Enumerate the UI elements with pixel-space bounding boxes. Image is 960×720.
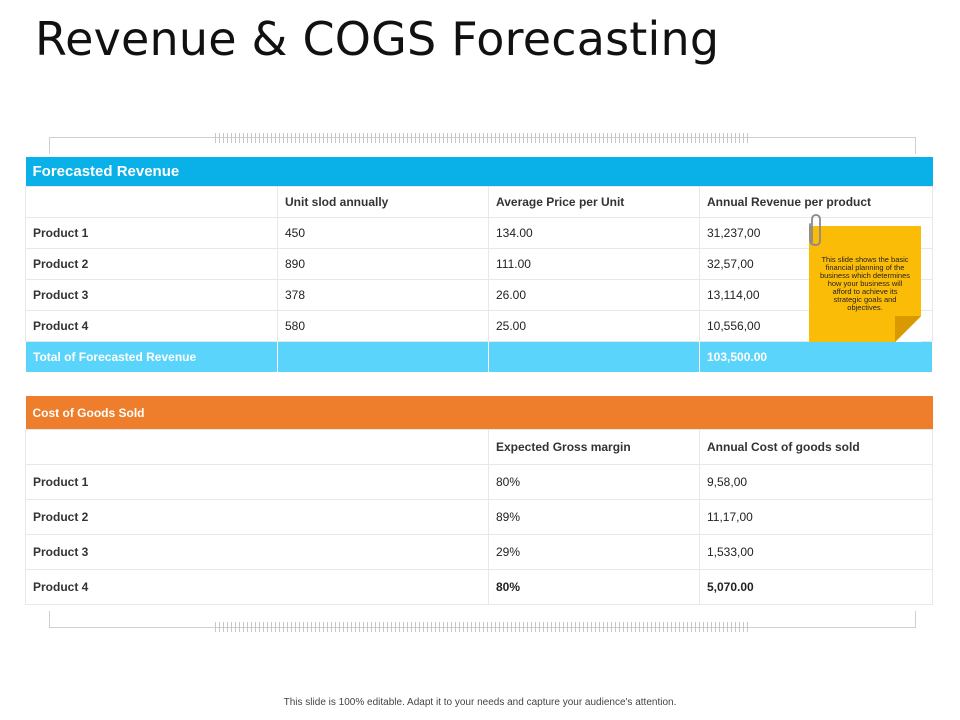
- frame-hatch-top: [215, 133, 750, 143]
- table-row: Product 4 580 25.00 10,556,00: [25, 310, 934, 342]
- table-row: Product 1 80% 9,58,00: [25, 464, 933, 500]
- cogs-column-headers: Expected Gross margin Annual Cost of goo…: [25, 429, 933, 465]
- decorative-frame-bottom: [49, 611, 916, 632]
- revenue-header: Forecasted Revenue: [25, 157, 933, 187]
- product-label: Product 1: [25, 217, 278, 249]
- cost-cell: 1,533,00: [699, 534, 933, 570]
- price-cell: 134.00: [488, 217, 700, 249]
- price-cell: 26.00: [488, 279, 700, 311]
- frame-hatch-bottom: [215, 622, 750, 632]
- footer-note: This slide is 100% editable. Adapt it to…: [283, 697, 677, 708]
- table-row: Product 3 29% 1,533,00: [25, 534, 933, 570]
- revenue-total-row: Total of Forecasted Revenue 103,500.00: [25, 341, 934, 373]
- cogs-header-row: Cost of Goods Sold: [25, 396, 933, 430]
- cogs-col-product: [25, 429, 489, 465]
- table-row: Product 4 80% 5,070.00: [25, 569, 933, 605]
- product-label: Product 2: [25, 248, 278, 280]
- product-label: Product 3: [25, 534, 489, 570]
- forecasted-revenue-table: Forecasted Revenue Unit slod annually Av…: [25, 157, 934, 373]
- cogs-col-annual-cost: Annual Cost of goods sold: [699, 429, 933, 465]
- cogs-col-margin: Expected Gross margin: [488, 429, 700, 465]
- product-label: Product 1: [25, 464, 489, 500]
- slide-title: Revenue & COGS Forecasting: [35, 12, 720, 66]
- revenue-total-label: Total of Forecasted Revenue: [25, 341, 278, 373]
- revenue-total-empty: [488, 341, 700, 373]
- table-row: Product 2 89% 11,17,00: [25, 499, 933, 535]
- units-cell: 450: [277, 217, 489, 249]
- paperclip-icon: [809, 214, 821, 246]
- sticky-note-text: This slide shows the basic financial pla…: [819, 255, 911, 312]
- units-cell: 378: [277, 279, 489, 311]
- decorative-frame-top: [49, 133, 916, 154]
- sticky-note: This slide shows the basic financial pla…: [809, 226, 921, 342]
- units-cell: 890: [277, 248, 489, 280]
- revenue-column-headers: Unit slod annually Average Price per Uni…: [25, 186, 934, 218]
- sticky-note-fold: [895, 316, 921, 342]
- cost-of-goods-sold-table: Cost of Goods Sold Expected Gross margin…: [25, 396, 933, 605]
- margin-cell: 80%: [488, 569, 700, 605]
- revenue-col-units: Unit slod annually: [277, 186, 489, 218]
- cogs-header: Cost of Goods Sold: [25, 396, 933, 430]
- cost-cell: 9,58,00: [699, 464, 933, 500]
- product-label: Product 4: [25, 569, 489, 605]
- revenue-total-empty: [277, 341, 489, 373]
- margin-cell: 89%: [488, 499, 700, 535]
- revenue-col-annual-revenue: Annual Revenue per product: [698, 186, 934, 218]
- revenue-col-product: [25, 186, 278, 218]
- price-cell: 25.00: [488, 310, 700, 342]
- revenue-col-price: Average Price per Unit: [488, 186, 700, 218]
- cost-cell: 5,070.00: [699, 569, 933, 605]
- margin-cell: 80%: [488, 464, 700, 500]
- margin-cell: 29%: [488, 534, 700, 570]
- product-label: Product 3: [25, 279, 278, 311]
- revenue-header-row: Forecasted Revenue: [25, 157, 933, 187]
- units-cell: 580: [277, 310, 489, 342]
- product-label: Product 2: [25, 499, 489, 535]
- table-row: Product 2 890 111.00 32,57,00: [25, 248, 934, 280]
- revenue-total-value: 103,500.00: [698, 341, 934, 373]
- table-row: Product 3 378 26.00 13,114,00: [25, 279, 934, 311]
- product-label: Product 4: [25, 310, 278, 342]
- price-cell: 111.00: [488, 248, 700, 280]
- cost-cell: 11,17,00: [699, 499, 933, 535]
- table-row: Product 1 450 134.00 31,237,00: [25, 217, 934, 249]
